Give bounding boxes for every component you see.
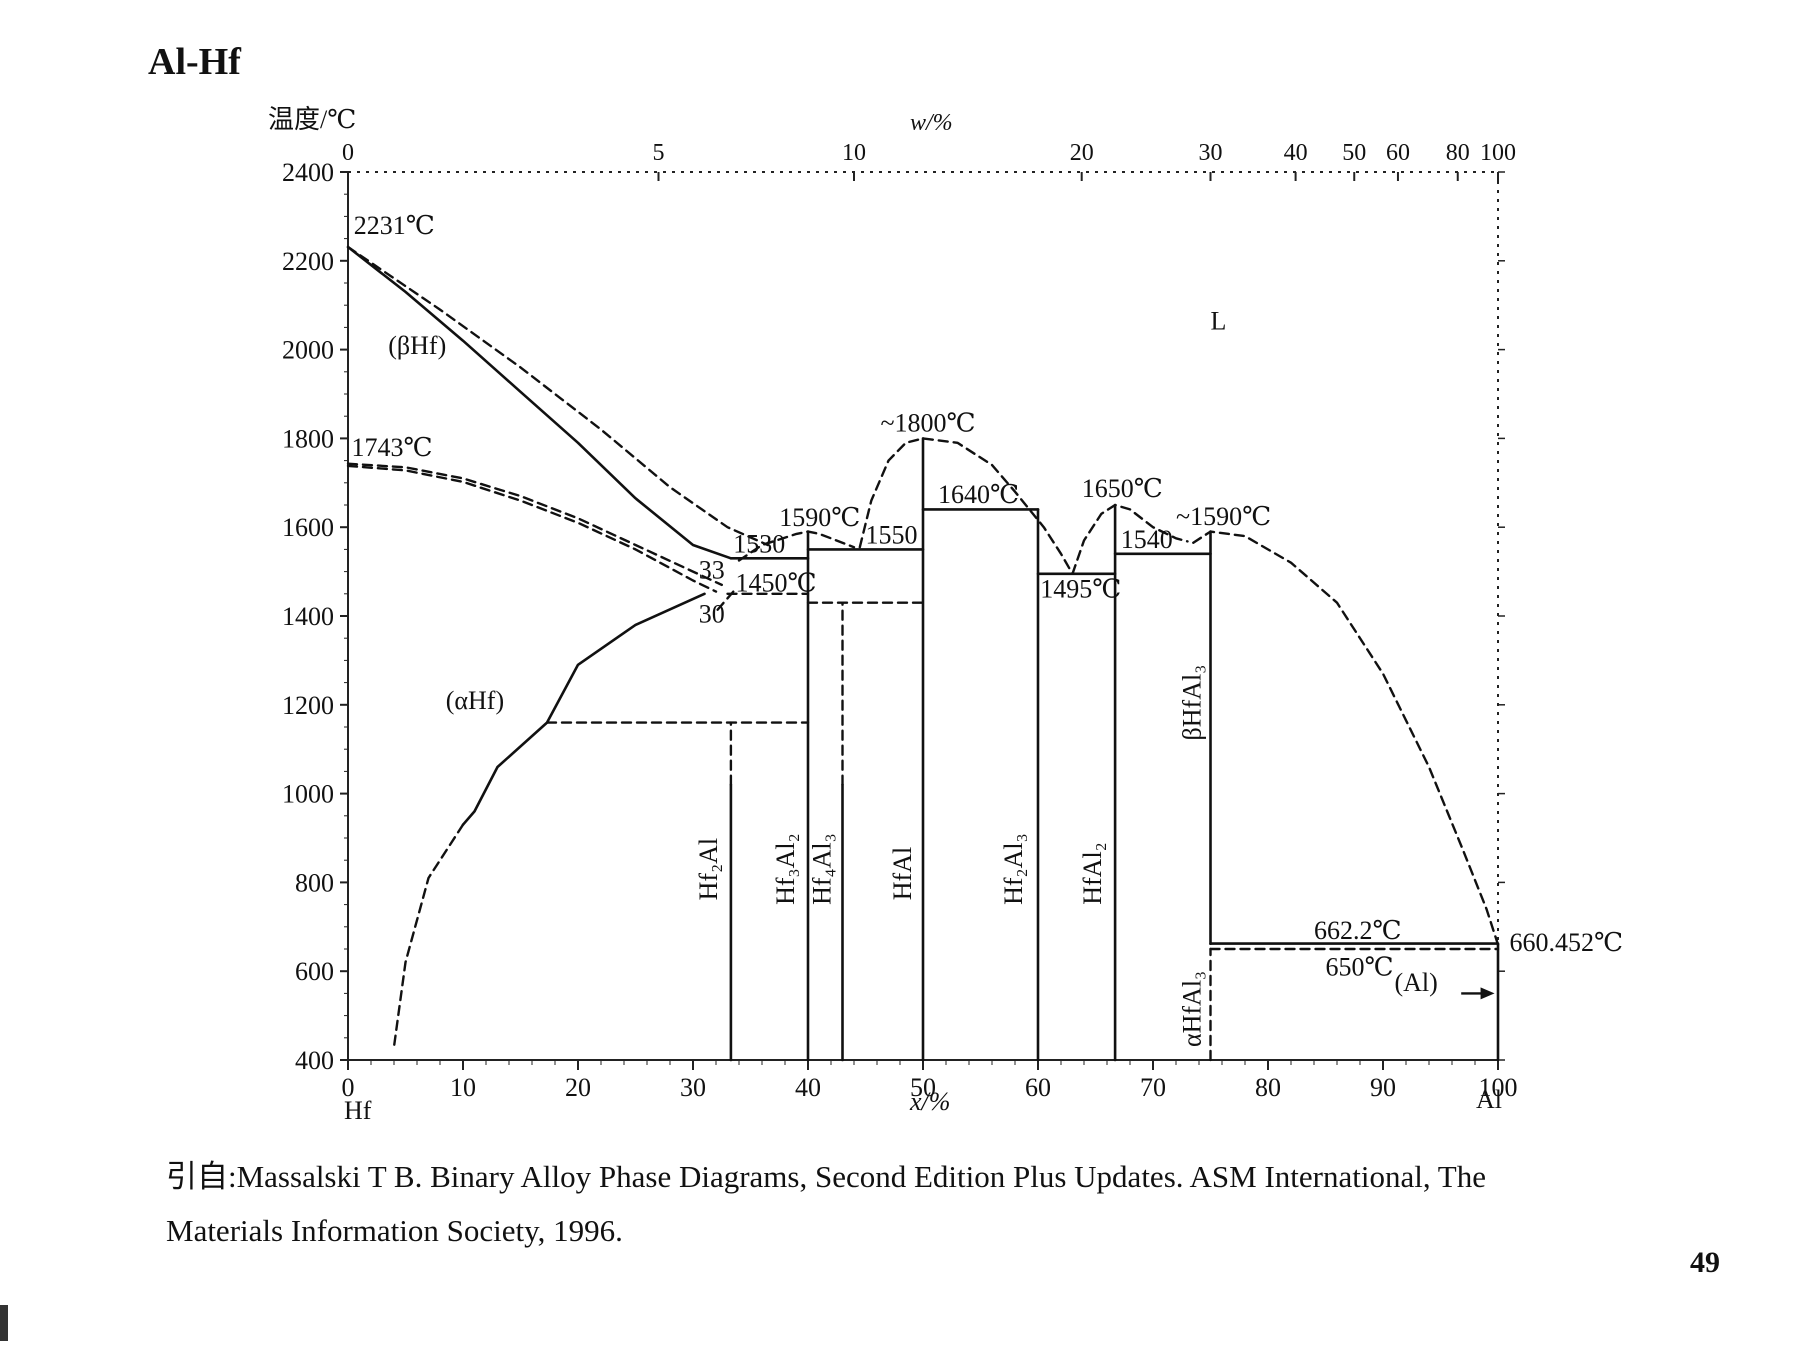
y-tick-label: 1200 bbox=[282, 691, 334, 720]
phase-label: αHfAl₃ bbox=[1178, 971, 1207, 1047]
annotation-label: 1450℃ bbox=[736, 569, 817, 598]
x-tick-label: 20 bbox=[565, 1073, 591, 1102]
x-tick-label: 0 bbox=[342, 1073, 355, 1102]
citation-line-1: 引自:Massalski T B. Binary Alloy Phase Dia… bbox=[166, 1159, 1486, 1194]
x-tick-label: 50 bbox=[910, 1073, 936, 1102]
annotation-label: 660.452℃ bbox=[1510, 928, 1624, 957]
x-tick-label: 80 bbox=[1255, 1073, 1281, 1102]
phase-boundary-10 bbox=[737, 530, 856, 562]
annotation-label: 1743℃ bbox=[351, 433, 432, 462]
y-tick-label: 2200 bbox=[282, 247, 334, 276]
annotation-label: 2231℃ bbox=[354, 211, 435, 240]
x-tick-label: 40 bbox=[795, 1073, 821, 1102]
annotation-label: L bbox=[1211, 307, 1227, 336]
page-number: 49 bbox=[1690, 1246, 1720, 1279]
al-arrow-head bbox=[1480, 987, 1495, 1000]
x2-axis-label: w/% bbox=[910, 110, 953, 136]
y-tick-label: 600 bbox=[295, 957, 334, 986]
y-tick-label: 1600 bbox=[282, 513, 334, 542]
annotation-label: ~1590℃ bbox=[1176, 502, 1271, 531]
y-tick-label: 1800 bbox=[282, 424, 334, 453]
annotation-label: 1550 bbox=[866, 521, 918, 550]
phase-boundary-1 bbox=[346, 245, 769, 547]
x-axis-label: x/% bbox=[909, 1087, 950, 1116]
page-title: Al-Hf bbox=[148, 41, 241, 83]
phase-label: βHfAl₃ bbox=[1178, 665, 1207, 741]
top-tick-label: 10 bbox=[842, 140, 866, 166]
top-tick-label: 40 bbox=[1284, 140, 1308, 166]
phase-boundary-3 bbox=[346, 464, 718, 593]
x-tick-label: 90 bbox=[1370, 1073, 1396, 1102]
top-tick-label: 80 bbox=[1446, 140, 1470, 166]
series-layer bbox=[346, 245, 1500, 1062]
annotation-label: (Al) bbox=[1395, 968, 1438, 997]
top-tick-label: 5 bbox=[653, 140, 665, 166]
y-tick-label: 400 bbox=[295, 1046, 334, 1075]
phase-label: Hf₄Al₃ bbox=[808, 833, 837, 905]
annotation-label: 662.2℃ bbox=[1314, 916, 1402, 945]
y-tick-label: 1400 bbox=[282, 602, 334, 631]
annotation-label: ~1800℃ bbox=[880, 409, 975, 438]
top-tick-label: 20 bbox=[1070, 140, 1094, 166]
top-tick-label: 100 bbox=[1480, 140, 1516, 166]
x-tick-label: 60 bbox=[1025, 1073, 1051, 1102]
axes-layer: 4006008001000120014001600180020002200240… bbox=[282, 140, 1518, 1102]
x-tick-label: 100 bbox=[1479, 1073, 1518, 1102]
phase-label: Hf₂Al bbox=[694, 838, 723, 901]
top-tick-label: 50 bbox=[1342, 140, 1366, 166]
phase-boundary-5 bbox=[392, 823, 465, 1048]
citation-line-2: Materials Information Society, 1996. bbox=[166, 1213, 623, 1248]
right-element-label: Al bbox=[1476, 1085, 1502, 1114]
top-tick-label: 60 bbox=[1386, 140, 1410, 166]
y-axis-label: 温度/℃ bbox=[268, 105, 356, 134]
y-tick-label: 1000 bbox=[282, 780, 334, 809]
y-tick-label: 800 bbox=[295, 868, 334, 897]
phase-label: Hf₃Al₂ bbox=[771, 833, 800, 905]
annotation-label: (βHf) bbox=[388, 331, 446, 360]
phase-boundary-16 bbox=[1071, 503, 1189, 575]
phase-boundary-0 bbox=[346, 245, 733, 560]
y-tick-label: 2400 bbox=[282, 158, 334, 187]
annotation-label: 1590℃ bbox=[779, 503, 860, 532]
annotation-label: 33 bbox=[699, 555, 725, 584]
top-tick-label: 30 bbox=[1199, 140, 1223, 166]
annotation-label: 1640℃ bbox=[938, 480, 1019, 509]
annotation-label: (αHf) bbox=[446, 686, 504, 715]
annotation-label: 1540 bbox=[1121, 525, 1173, 554]
top-tick-label: 0 bbox=[342, 140, 354, 166]
x-tick-label: 30 bbox=[680, 1073, 706, 1102]
phase-label: Hf₂Al₃ bbox=[999, 833, 1028, 905]
x-tick-label: 10 bbox=[450, 1073, 476, 1102]
phase-label: HfAl bbox=[888, 847, 917, 900]
phase-boundary-13 bbox=[858, 437, 1074, 575]
x-tick-label: 70 bbox=[1140, 1073, 1166, 1102]
annotation-label: 1650℃ bbox=[1082, 474, 1163, 503]
annotation-label: 650℃ bbox=[1326, 953, 1394, 982]
phase-boundary-2 bbox=[346, 462, 723, 587]
annotation-label: 1530 bbox=[733, 530, 785, 559]
phase-boundary-18 bbox=[1192, 530, 1500, 946]
y-tick-label: 2000 bbox=[282, 336, 334, 365]
annotation-label: 1495℃ bbox=[1040, 574, 1121, 603]
annotation-label: 30 bbox=[699, 600, 725, 629]
scan-artifact bbox=[0, 1305, 8, 1341]
phase-label: HfAl₂ bbox=[1078, 842, 1107, 905]
left-element-label: Hf bbox=[344, 1096, 372, 1125]
citation: 引自:Massalski T B. Binary Alloy Phase Dia… bbox=[166, 1150, 1766, 1258]
